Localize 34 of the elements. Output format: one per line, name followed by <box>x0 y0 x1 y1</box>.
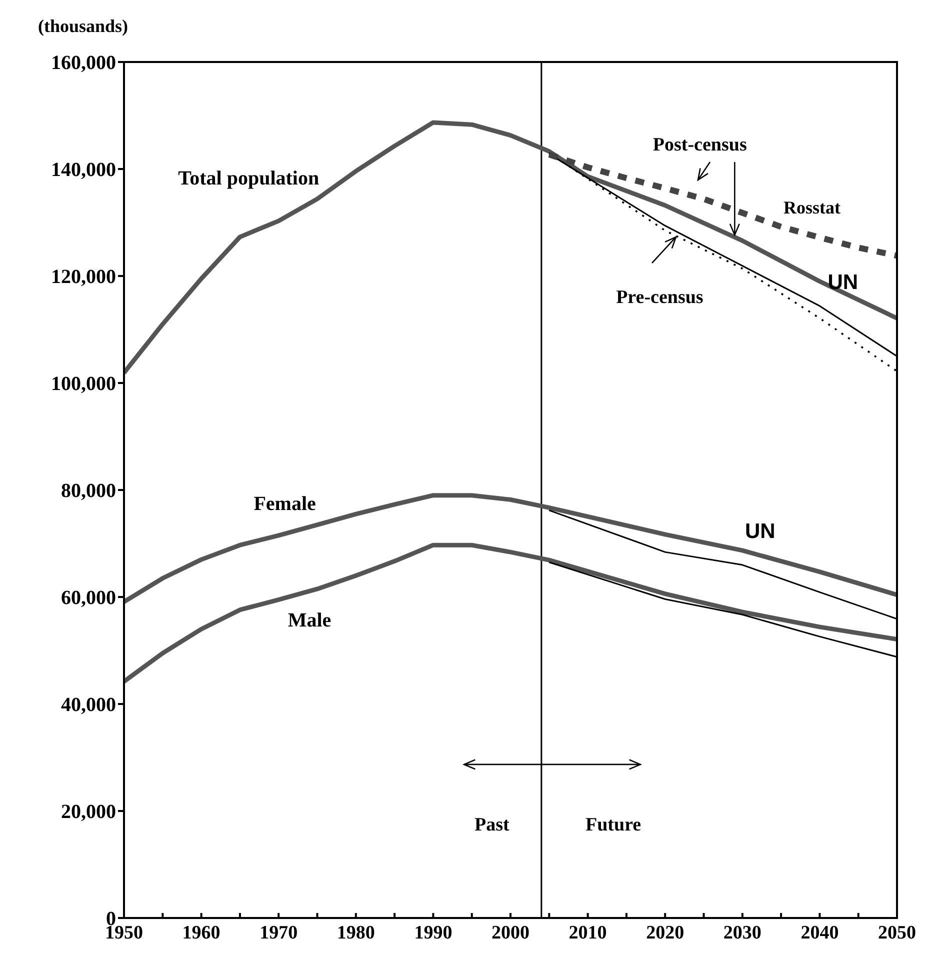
y-tick-label: 160,000 <box>51 52 116 74</box>
annotation: Post-census <box>652 134 747 156</box>
line-series <box>548 561 897 658</box>
x-tick-label: 2010 <box>568 922 607 944</box>
annotation: UN <box>745 520 776 543</box>
y-tick-label: 100,000 <box>51 373 116 396</box>
annotation: UN <box>828 271 858 294</box>
annotation: Past <box>474 814 510 836</box>
annotation: Total population <box>178 167 320 190</box>
annotation: Rosstat <box>783 197 840 218</box>
y-tick-label: 20,000 <box>61 801 116 824</box>
annotation: Male <box>288 610 332 632</box>
x-tick-label: 1980 <box>336 922 375 944</box>
line-series <box>124 493 897 604</box>
line-series <box>124 120 897 376</box>
x-tick-label: 2030 <box>723 922 762 944</box>
x-tick-label: 1990 <box>414 922 452 944</box>
y-tick-label: 80,000 <box>61 480 116 502</box>
line-series <box>548 510 897 620</box>
line-series <box>124 542 897 684</box>
x-tick-label: 2020 <box>646 922 684 944</box>
x-tick-label: 1960 <box>182 922 220 944</box>
y-tick-label: 40,000 <box>61 694 116 716</box>
x-tick-label: 1970 <box>260 922 298 944</box>
annotation: Pre-census <box>616 286 704 308</box>
y-tick-label: 140,000 <box>51 159 116 182</box>
x-tick-label: 2040 <box>800 922 839 944</box>
x-tick-label: 2050 <box>878 922 916 944</box>
y-axis-title: (thousands) <box>38 16 128 37</box>
y-tick-label: 60,000 <box>61 587 116 610</box>
annotation: Female <box>254 493 316 516</box>
y-tick-label: 120,000 <box>51 266 116 288</box>
x-tick-label: 2000 <box>492 922 530 944</box>
annotation: Future <box>586 814 642 836</box>
